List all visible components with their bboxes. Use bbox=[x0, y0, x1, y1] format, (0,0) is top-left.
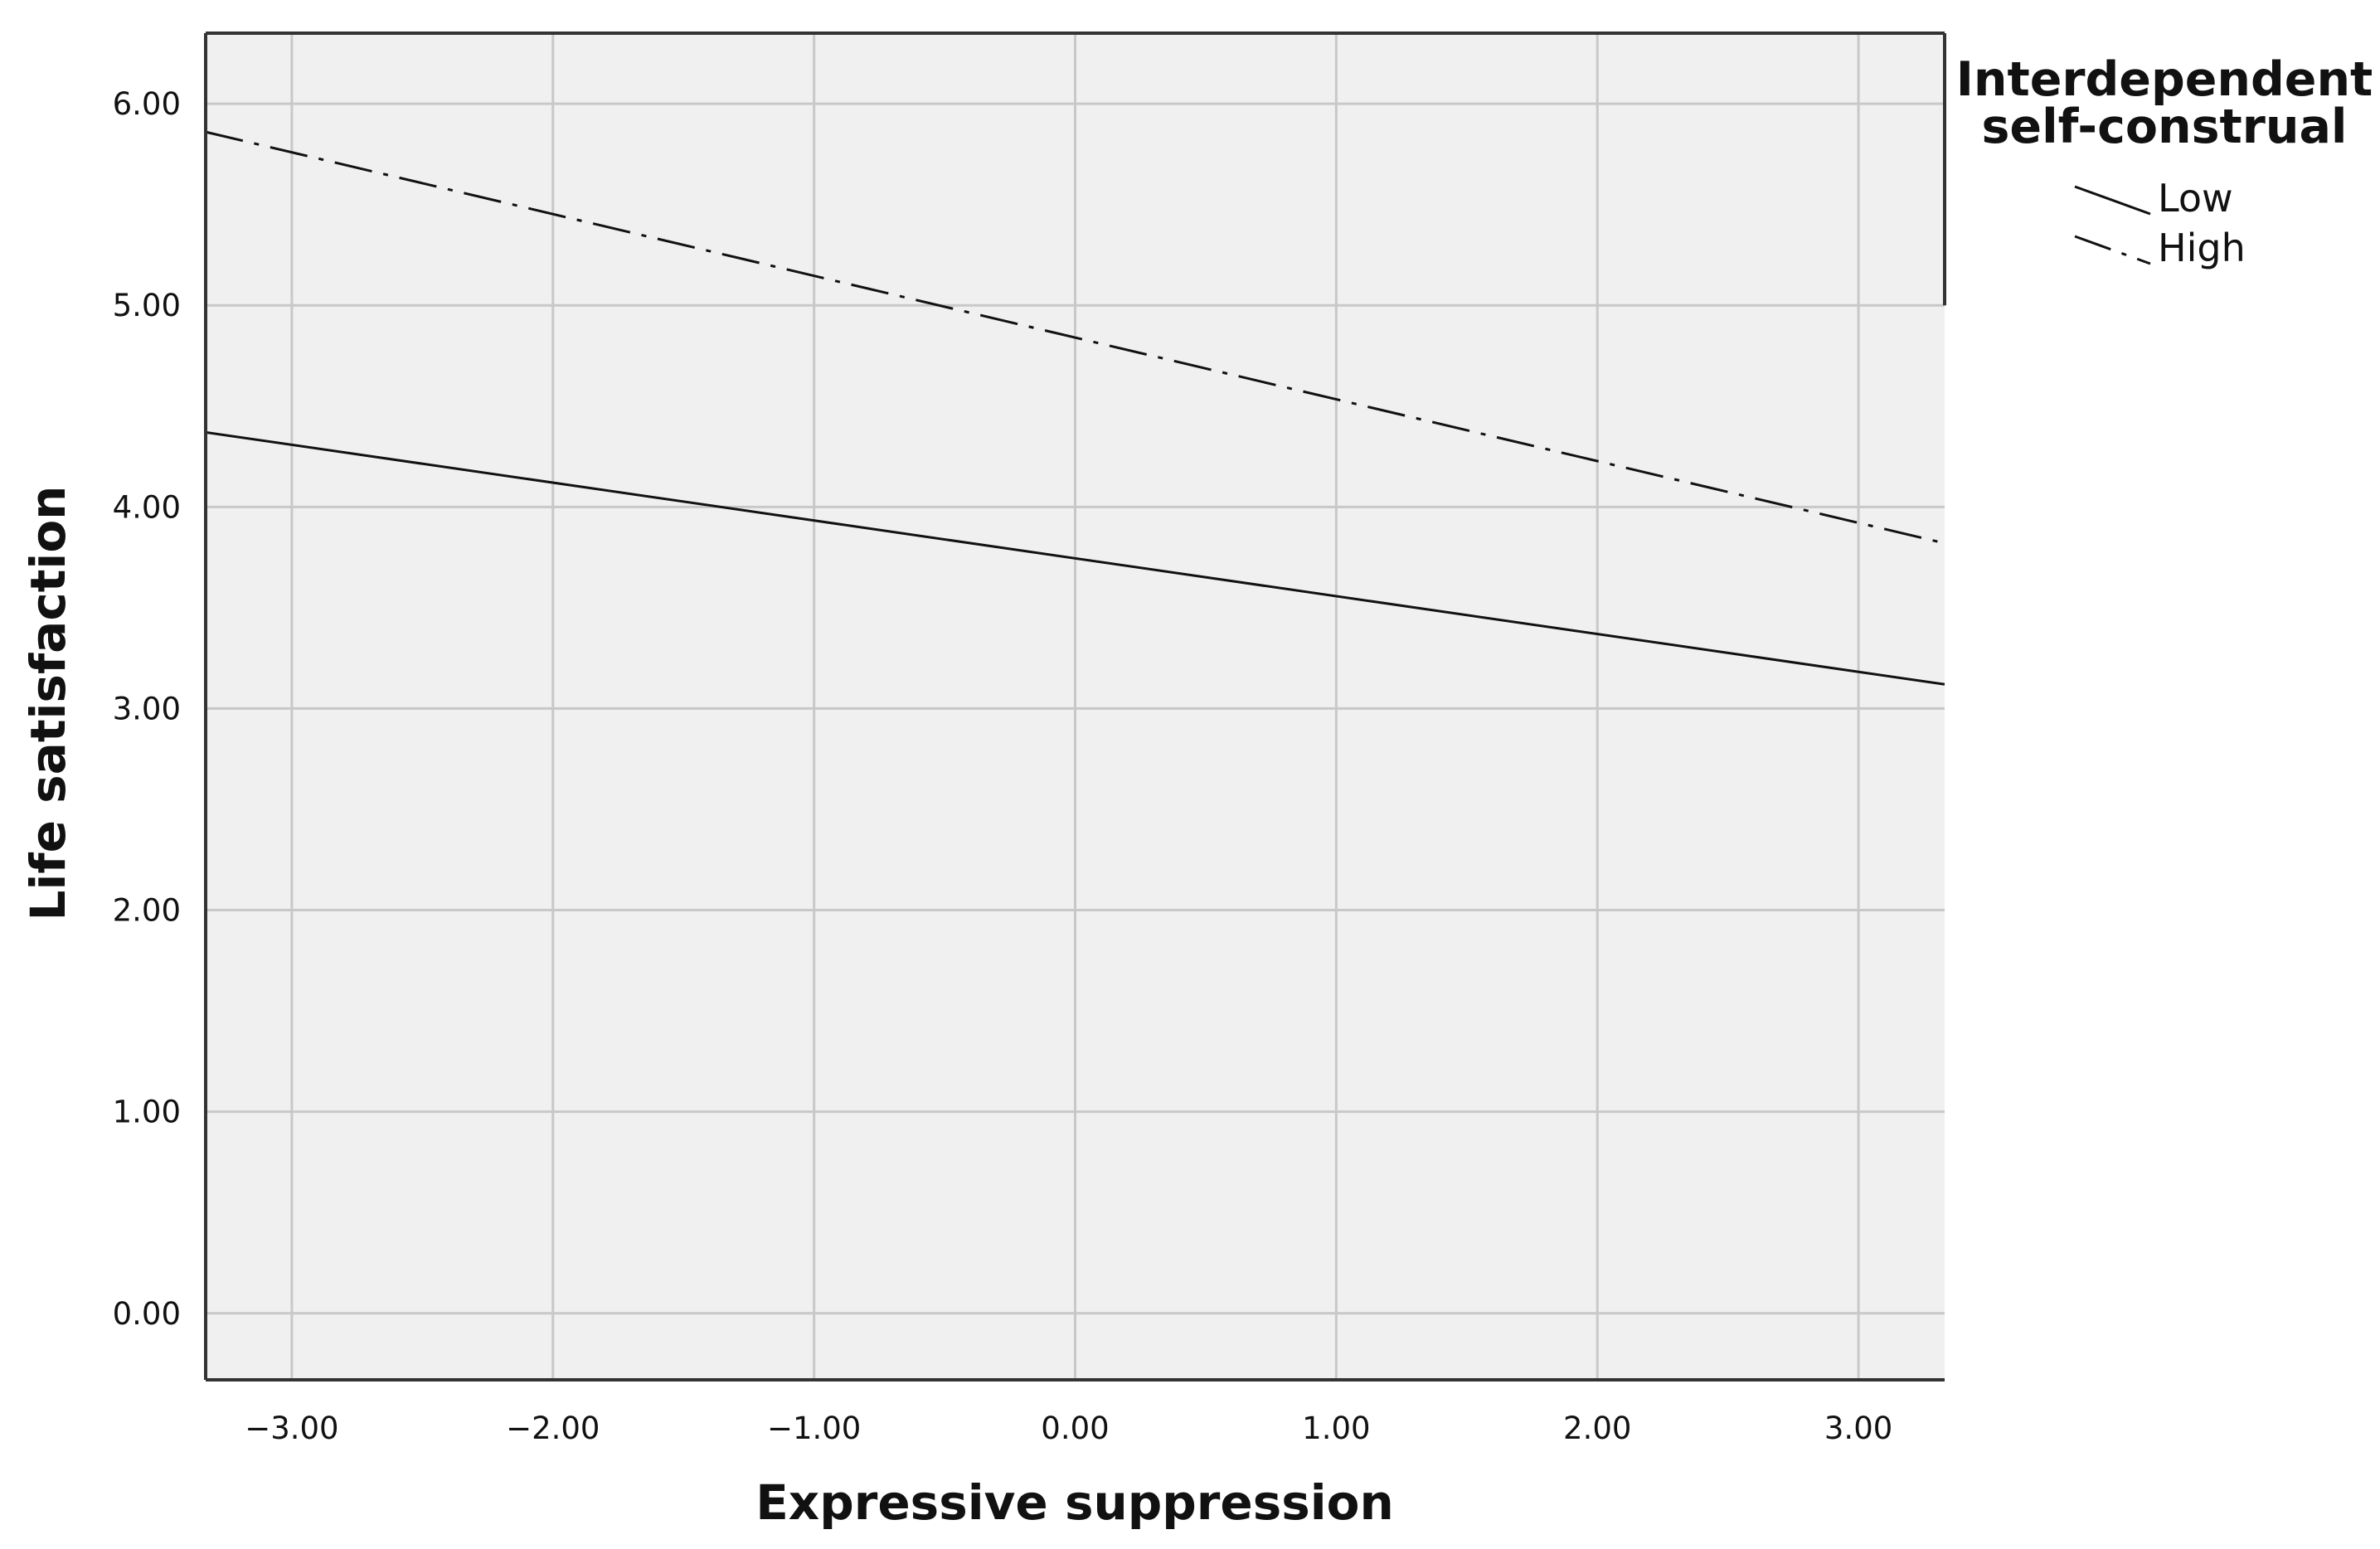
y-tick-label: 3.00 bbox=[113, 691, 181, 726]
legend-swatch bbox=[2074, 185, 2151, 216]
x-tick-label: 0.00 bbox=[1041, 1411, 1109, 1446]
legend-title-line2: self-construal bbox=[1982, 100, 2348, 154]
series-lines bbox=[205, 130, 1945, 686]
legend-swatch bbox=[2074, 235, 2151, 265]
x-tick-labels: −3.00 −2.00 −1.00 0.00 1.00 2.00 3.00 bbox=[245, 1411, 1892, 1446]
y-tick-label: 5.00 bbox=[113, 288, 181, 323]
x-tick-label: 1.00 bbox=[1302, 1411, 1370, 1446]
x-tick-label: −1.00 bbox=[767, 1411, 861, 1446]
x-axis-title: Expressive suppression bbox=[755, 1474, 1394, 1531]
y-tick-label: 6.00 bbox=[113, 86, 181, 122]
x-gridlines bbox=[290, 33, 1860, 1380]
y-tick-label: 1.00 bbox=[113, 1095, 181, 1130]
legend-item-low: Low bbox=[2074, 176, 2233, 221]
x-tick-label: −3.00 bbox=[245, 1411, 338, 1446]
legend-label: High bbox=[2158, 226, 2246, 270]
series-line-low bbox=[205, 430, 1945, 686]
legend-item-high: High bbox=[2074, 226, 2246, 270]
legend: Interdependent self-construal Low High bbox=[1956, 52, 2373, 270]
x-tick-label: 2.00 bbox=[1563, 1411, 1631, 1446]
x-tick-label: 3.00 bbox=[1824, 1411, 1892, 1446]
plot-frame bbox=[204, 32, 1946, 1381]
y-tick-label: 4.00 bbox=[113, 489, 181, 525]
y-tick-label: 2.00 bbox=[113, 893, 181, 929]
legend-label: Low bbox=[2158, 176, 2233, 221]
y-tick-label: 0.00 bbox=[113, 1296, 181, 1332]
y-axis-title: Life satisfaction bbox=[20, 486, 76, 921]
y-tick-labels: 0.00 1.00 2.00 3.00 4.00 5.00 6.00 bbox=[113, 86, 181, 1332]
legend-title-line1: Interdependent bbox=[1956, 52, 2373, 107]
x-tick-label: −2.00 bbox=[506, 1411, 600, 1446]
series-line-high bbox=[205, 130, 1945, 545]
